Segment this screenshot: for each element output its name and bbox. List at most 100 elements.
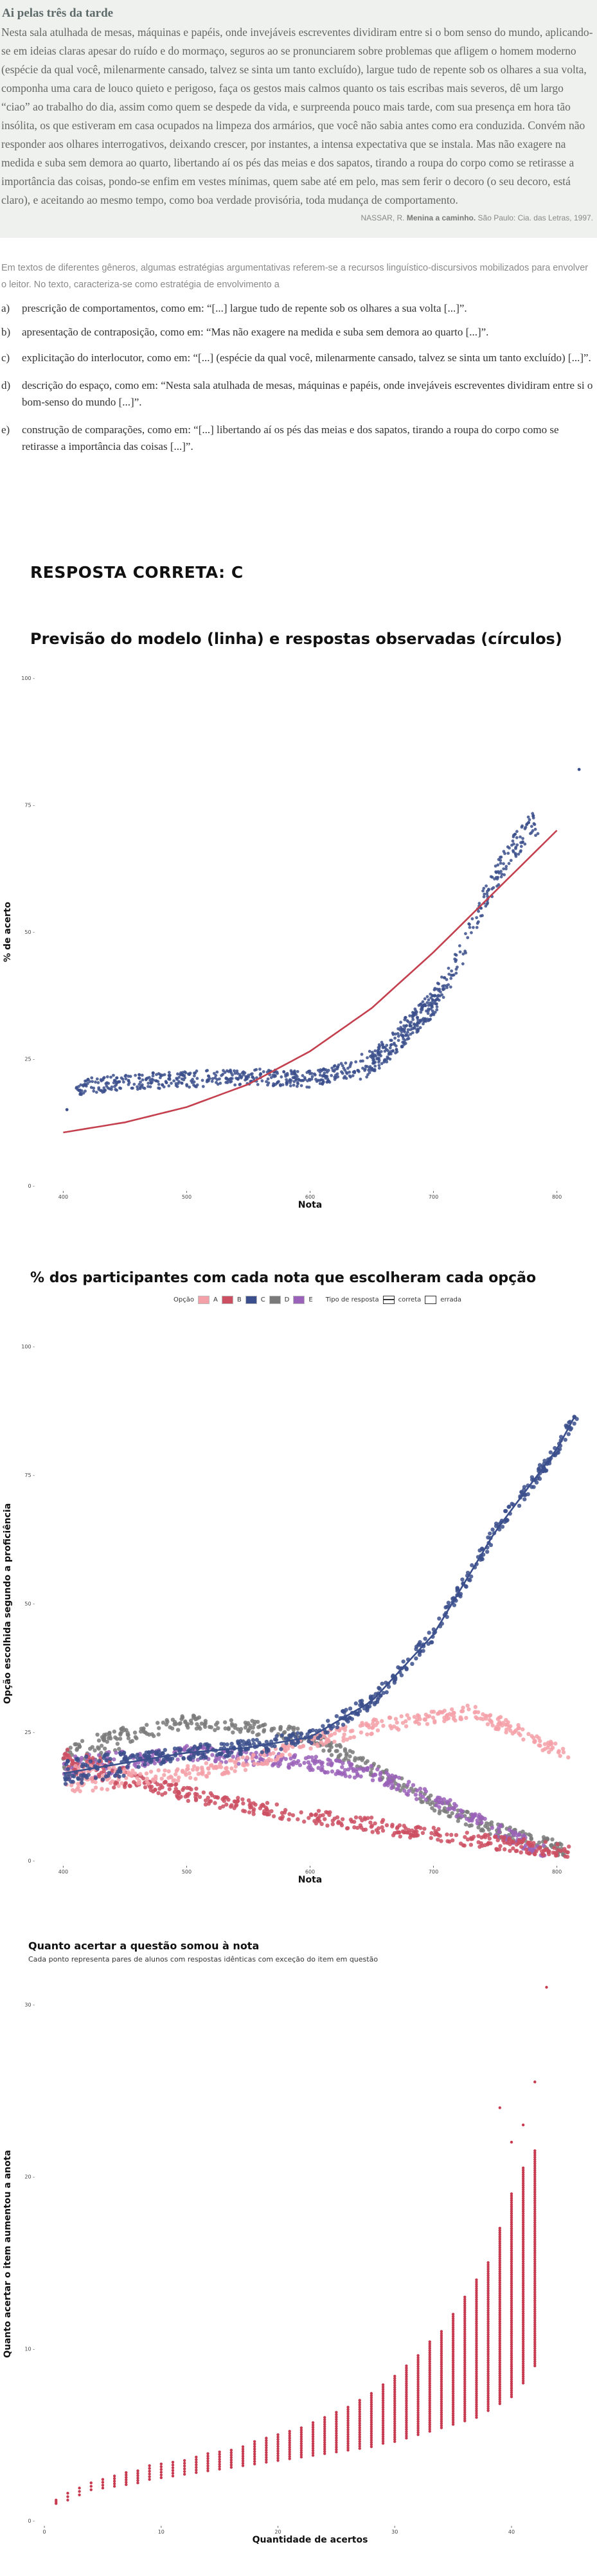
chart1-observed-point [422,1022,425,1026]
chart1-observed-point [404,1024,408,1028]
chart2-point-d [559,1842,564,1847]
legend-b: B [236,1296,242,1303]
option-c[interactable]: c) explicitação do interlocutor, como em:… [0,350,594,366]
chart2-point-b [469,1836,474,1841]
chart3-point [451,2328,455,2331]
chart1-observed-point [435,1005,439,1008]
chart1-observed-point [514,855,518,858]
chart3-point [428,2351,431,2354]
chart2-point-b [143,1785,148,1790]
chart3-point [498,2335,501,2338]
chart3-point [533,2293,537,2296]
chart3-point [405,2386,408,2390]
option-e[interactable]: e) construção de comparações, como em: “[… [0,422,594,455]
chart3-point [533,2277,537,2281]
chart2-point-c [122,1757,127,1761]
chart1-observed-point [293,1069,296,1073]
chart3-point [486,2269,490,2273]
chart2-point-e [316,1766,321,1770]
chart2-point-e [302,1760,307,1766]
chart2-point-a [460,1709,465,1713]
chart3-point [486,2274,490,2277]
chart2-point-c [85,1775,89,1780]
chart3-point [475,2296,478,2299]
chart3-point [486,2280,490,2284]
chart1-observed-point [344,1061,348,1065]
chart1-observed-point [531,816,535,819]
chart3-point [101,2486,105,2490]
chart2-point-a [530,1733,534,1739]
chart2-point-a [352,1735,357,1739]
chart1-observed-point [218,1082,222,1085]
chart2-point-c [310,1728,315,1733]
chart3-point [241,2459,245,2463]
legend-c: C [260,1296,265,1303]
chart3-ytick-label: 20 - [24,2174,35,2180]
chart1-observed-point [168,1073,172,1077]
chart2-point-a [415,1717,420,1721]
chart3-point [463,2317,467,2320]
chart2-point-c [163,1748,168,1753]
chart3-point [510,2349,513,2353]
chart3-point [510,2266,513,2269]
chart2-point-d [156,1721,160,1725]
chart3-point [475,2287,478,2290]
option-a[interactable]: a) prescrição de comportamentos, como em:… [0,302,594,315]
chart2-title: % dos participantes com cada nota que es… [30,1270,537,1286]
chart3-point [475,2368,478,2371]
chart3-point [498,2367,501,2371]
chart3-point [358,2419,361,2422]
chart2-point-c [305,1732,310,1737]
chart3-point [486,2354,490,2358]
chart3-point [463,2384,467,2388]
chart3-point [370,2445,373,2449]
chart3-point [451,2323,455,2327]
option-b[interactable]: b) apresentação de contraposição, como em… [0,326,594,339]
chart3-point [335,2427,338,2430]
chart2-point-c [121,1773,126,1778]
chart2-point-e [279,1757,283,1762]
chart1-observed-point [333,1064,337,1068]
chart2-point-d [251,1730,255,1735]
chart3-point [521,2381,525,2385]
chart2-point-b [429,1831,434,1836]
chart2-point-d [145,1722,149,1727]
chart3-point [521,2285,525,2289]
chart3-point [510,2345,513,2348]
chart3-point [195,2460,198,2464]
chart3-point [428,2373,431,2376]
chart2-point-a [521,1737,526,1742]
chart2-point-a [436,1712,440,1716]
chart3-point [136,2476,139,2480]
chart1-observed-point [481,889,485,893]
chart1-observed-point [421,1000,425,1004]
chart3-point [405,2419,408,2422]
option-letter: c) [1,352,10,364]
chart2-point-e [448,1798,452,1803]
chart3-point [393,2401,397,2405]
chart2-point-b [397,1823,402,1828]
chart3-point [416,2393,420,2397]
chart2-point-d [489,1820,494,1825]
chart2-point-b [380,1825,384,1830]
chart3-point [428,2366,431,2370]
option-d[interactable]: d) descrição do espaço, como em: “Nesta s… [0,377,594,411]
chart3-point [510,2288,513,2291]
chart2-point-b [232,1806,236,1811]
chart3-point [370,2411,373,2415]
chart2-point-c [88,1759,93,1764]
chart3-point [428,2399,431,2402]
chart1-observed-point [521,824,524,828]
chart3-point [405,2430,408,2433]
chart2-point-b [220,1797,225,1802]
chart1-xtick-label: 800 [552,1194,562,1200]
chart3-point [440,2369,443,2373]
chart2-point-c [334,1713,339,1719]
chart3-point [440,2349,443,2353]
chart3-point [510,2251,513,2255]
chart3-point [463,2334,467,2338]
chart1-observed-point [394,1051,397,1055]
chart2-point-a [240,1755,245,1760]
chart3-point [405,2437,408,2440]
chart3-point [451,2376,455,2380]
